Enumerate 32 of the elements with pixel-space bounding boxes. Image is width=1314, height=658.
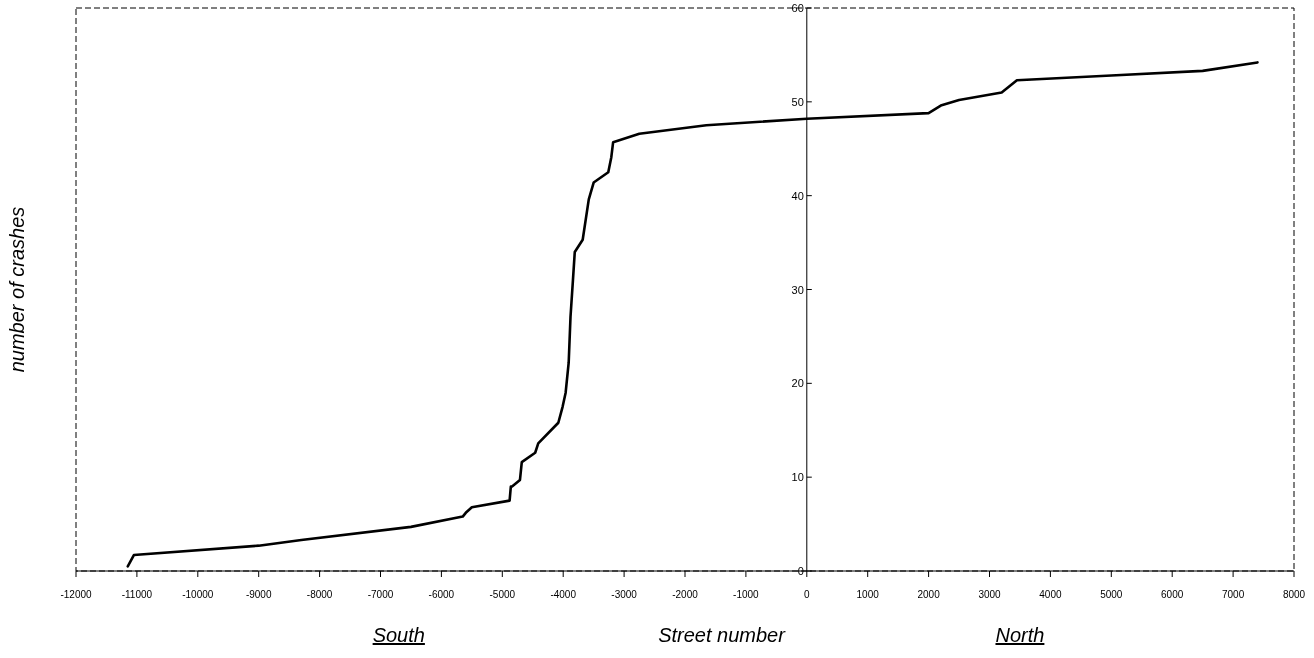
x-tick-label: -10000 (182, 589, 214, 600)
x-tick-label: 2000 (917, 589, 941, 600)
y-tick-label: 10 (791, 471, 804, 484)
x-tick-label: 8000 (1282, 589, 1306, 600)
y-tick-label: 30 (791, 283, 804, 296)
x-tick-label: 4000 (1039, 589, 1062, 600)
x-tick-label: -12000 (60, 589, 93, 600)
x-tick-label: -4000 (550, 589, 577, 600)
x-tick-label: -2000 (672, 589, 699, 600)
x-tick-label: -8000 (306, 589, 333, 600)
x-tick-label: 5000 (1100, 589, 1123, 600)
x-axis-title: Street number (658, 624, 787, 646)
y-tick-label: 0 (797, 565, 804, 577)
x-tick-label: 7000 (1221, 589, 1245, 600)
x-tick-label: -1000 (733, 589, 760, 600)
text: North (995, 624, 1045, 646)
y-tick-label: 50 (791, 95, 804, 108)
x-tick-label: -9000 (245, 589, 272, 600)
x-tick-label: 6000 (1161, 589, 1184, 600)
y-axis-title: number of crashes (6, 206, 28, 373)
x-tick-label: 3000 (978, 589, 1002, 600)
x-tick-label: -6000 (428, 589, 455, 600)
x-tick-label: 1000 (856, 589, 880, 600)
y-tick-label: 40 (791, 189, 804, 202)
text: South (372, 624, 425, 646)
x-tick-label: -5000 (489, 589, 516, 600)
x-tick-label: -7000 (367, 589, 394, 600)
x-tick-label: -3000 (611, 589, 638, 600)
x-tick-label: -11000 (121, 589, 153, 600)
y-tick-label: 20 (791, 377, 804, 390)
y-tick-label: 60 (791, 2, 804, 14)
x-tick-label: 0 (804, 589, 811, 600)
